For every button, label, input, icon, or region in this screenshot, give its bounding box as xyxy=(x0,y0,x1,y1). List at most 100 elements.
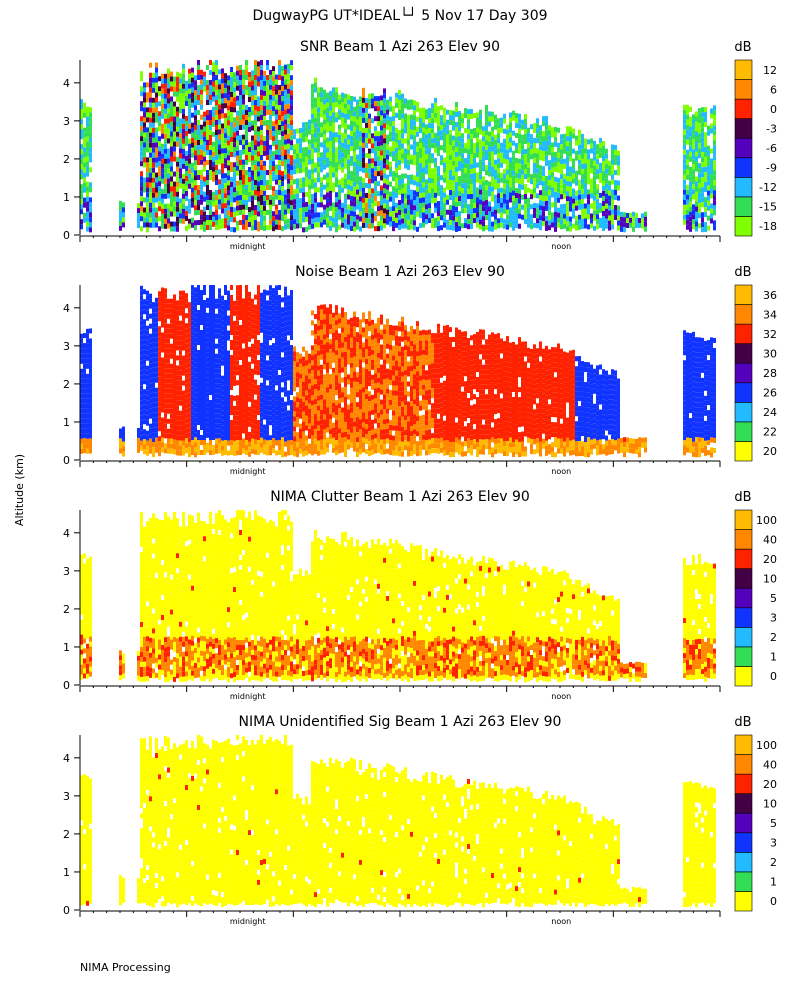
heatmap-cell xyxy=(176,161,179,167)
heatmap-cell xyxy=(218,119,221,125)
heatmap-cell xyxy=(344,163,347,169)
heatmap-cell xyxy=(539,145,542,151)
heatmap-cell xyxy=(173,206,176,212)
heatmap-cell xyxy=(593,160,596,166)
heatmap-cell xyxy=(164,328,167,334)
heatmap-cell xyxy=(143,429,146,435)
heatmap-cell xyxy=(209,125,212,130)
heatmap-cell xyxy=(578,134,581,140)
heatmap-cell xyxy=(452,110,455,116)
heatmap-cell xyxy=(248,147,251,153)
heatmap-cell xyxy=(119,215,122,221)
heatmap-cell xyxy=(197,370,200,375)
heatmap-cell xyxy=(341,167,344,173)
heatmap-cell xyxy=(197,220,200,225)
heatmap-cell xyxy=(254,70,257,75)
heatmap-cell xyxy=(473,113,476,119)
heatmap-cell xyxy=(695,116,698,122)
heatmap-cell xyxy=(203,360,206,365)
heatmap-cell xyxy=(419,183,422,189)
heatmap-cell xyxy=(287,108,290,114)
heatmap-cell xyxy=(689,126,692,132)
heatmap-cell xyxy=(230,146,233,152)
heatmap-cell xyxy=(548,205,551,211)
heatmap-cell xyxy=(155,172,158,178)
heatmap-cell xyxy=(200,334,203,340)
heatmap-cell xyxy=(242,99,245,105)
heatmap-cell xyxy=(698,183,701,189)
heatmap-cell xyxy=(470,199,473,205)
heatmap-cell xyxy=(176,141,179,147)
heatmap-cell xyxy=(491,156,494,162)
heatmap-cell xyxy=(260,185,263,190)
heatmap-cell xyxy=(221,188,224,194)
heatmap-cell xyxy=(536,173,539,179)
heatmap-cell xyxy=(338,194,341,200)
heatmap-cell xyxy=(344,113,347,119)
heatmap-cell xyxy=(158,141,161,147)
heatmap-cell xyxy=(332,142,335,148)
heatmap-cell xyxy=(437,151,440,157)
heatmap-cell xyxy=(401,133,404,139)
heatmap-cell xyxy=(383,178,386,184)
heatmap-cell xyxy=(233,217,236,223)
heatmap-cell xyxy=(506,204,509,210)
heatmap-cell xyxy=(353,206,356,212)
heatmap-cell xyxy=(185,393,188,399)
heatmap-cell xyxy=(239,75,242,80)
heatmap-cell xyxy=(149,443,152,449)
heatmap-cell xyxy=(491,141,494,147)
heatmap-cell xyxy=(311,163,314,169)
heatmap-cell xyxy=(470,129,473,135)
heatmap-cell xyxy=(488,171,491,177)
heatmap-cell xyxy=(539,200,542,206)
heatmap-cell xyxy=(212,61,215,67)
heatmap-cell xyxy=(437,186,440,192)
heatmap-cell xyxy=(302,227,305,233)
heatmap-cell xyxy=(398,205,401,211)
heatmap-cell xyxy=(326,212,329,218)
heatmap-cell xyxy=(566,126,569,132)
colorbar-swatch xyxy=(734,98,753,119)
heatmap-cell xyxy=(80,129,83,135)
heatmap-cell xyxy=(314,97,317,103)
heatmap-cell xyxy=(374,161,377,167)
heatmap-cell xyxy=(86,328,89,334)
heatmap-cell xyxy=(425,214,428,220)
heatmap-cell xyxy=(203,196,206,202)
heatmap-cell xyxy=(314,202,317,208)
heatmap-cell xyxy=(350,110,353,116)
heatmap-cell xyxy=(338,129,341,135)
heatmap-cell xyxy=(194,105,197,111)
heatmap-cell xyxy=(371,103,374,109)
heatmap-cell xyxy=(578,214,581,220)
heatmap-cell xyxy=(194,387,197,393)
heatmap-cell xyxy=(479,119,482,125)
heatmap-cell xyxy=(197,435,200,440)
heatmap-cell xyxy=(443,192,446,198)
heatmap-cell xyxy=(173,389,176,395)
heatmap-cell xyxy=(221,208,224,214)
heatmap-cell xyxy=(161,432,164,438)
heatmap-cell xyxy=(689,171,692,177)
heatmap-cell xyxy=(272,121,275,127)
heatmap-cell xyxy=(155,207,158,213)
heatmap-cell xyxy=(533,152,536,158)
heatmap-cell xyxy=(86,413,89,419)
heatmap-cell xyxy=(251,145,254,151)
heatmap-cell xyxy=(548,165,551,171)
heatmap-cell xyxy=(86,428,89,434)
heatmap-cell xyxy=(272,201,275,207)
heatmap-cell xyxy=(431,103,434,109)
heatmap-cell xyxy=(152,212,155,218)
heatmap-cell xyxy=(158,171,161,177)
heatmap-cell xyxy=(182,420,185,426)
heatmap-cell xyxy=(302,137,305,143)
heatmap-cell xyxy=(338,199,341,205)
heatmap-cell xyxy=(167,138,170,144)
heatmap-cell xyxy=(329,115,332,121)
heatmap-cell xyxy=(284,139,287,145)
heatmap-cell xyxy=(404,118,407,124)
heatmap-cell xyxy=(686,134,689,140)
heatmap-cell xyxy=(227,155,230,161)
